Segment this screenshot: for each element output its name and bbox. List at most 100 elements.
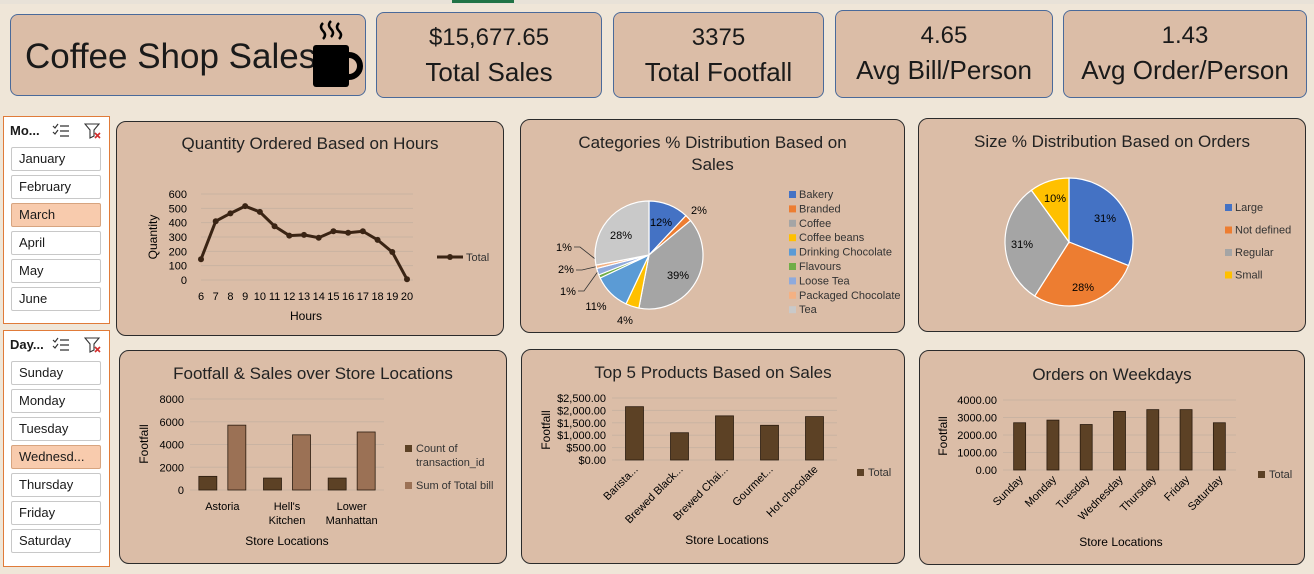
data-label: 4% <box>617 315 633 327</box>
legend-label: Tea <box>799 304 818 316</box>
legend-swatch <box>405 482 412 489</box>
slicer-item-month[interactable]: January <box>11 147 101 171</box>
slicer-item-month[interactable]: April <box>11 231 101 255</box>
y-tick-label: 300 <box>169 232 187 244</box>
y-tick-label: 2000.00 <box>957 430 997 442</box>
categories-pie-chart: 12% 2% 39% 4% 11% 1% 2% 1% 28% Bakery Branded Coffe… <box>556 189 901 327</box>
data-label: 31% <box>1094 213 1116 225</box>
slicer-item-month[interactable]: February <box>11 175 101 199</box>
kpi-avg-order: 1.43 Avg Order/Person <box>1063 10 1307 98</box>
data-label: 1% <box>560 286 576 298</box>
slicer-item-month[interactable]: May <box>11 259 101 283</box>
y-tick-label: 4000 <box>160 440 184 452</box>
y-axis-label: Quantity <box>146 215 160 260</box>
leader-line <box>578 269 600 292</box>
slicer-item-month[interactable]: June <box>11 287 101 311</box>
dashboard-title: Coffee Shop Sales <box>25 37 317 76</box>
data-point <box>212 218 219 225</box>
clear-filter-icon[interactable] <box>84 337 102 353</box>
bar <box>1146 409 1160 471</box>
y-tick-label: 500 <box>169 203 187 215</box>
products-bar-chart: $0.00$500.00$1,000.00$1,500.00$2,000.00$… <box>539 393 891 547</box>
day-slicer: Day... Sunday Monday Tuesday Wednesd... Thur… <box>3 330 110 567</box>
legend-label: Packaged Chocolate <box>799 290 901 302</box>
kpi-avg-bill: 4.65 Avg Bill/Person <box>835 10 1053 98</box>
legend-label: Flavours <box>799 261 842 273</box>
legend-swatch <box>1225 249 1232 256</box>
legend-label: Coffee beans <box>799 232 865 244</box>
y-tick-label: 8000 <box>160 394 184 406</box>
x-tick-label: 15 <box>327 291 339 303</box>
x-tick-label: Friday <box>1162 473 1192 503</box>
legend-swatch <box>405 445 412 452</box>
data-point <box>374 236 381 243</box>
y-tick-label: 0 <box>178 485 184 497</box>
chart-title: Top 5 Products Based on Sales <box>594 363 832 382</box>
bar <box>625 406 644 461</box>
legend-swatch <box>789 291 796 299</box>
y-axis-label: Footfall <box>137 424 151 463</box>
bar <box>198 475 218 491</box>
legend-label: Total <box>466 252 489 264</box>
series-line <box>199 204 409 280</box>
x-tick-label: 12 <box>283 291 295 303</box>
slicer-item-day[interactable]: Saturday <box>11 529 101 553</box>
clear-filter-icon[interactable] <box>84 123 102 139</box>
x-tick-label: 13 <box>298 291 310 303</box>
multi-select-icon[interactable] <box>52 337 70 353</box>
bar <box>1013 422 1027 471</box>
kpi-value: 4.65 <box>920 22 968 49</box>
bar <box>327 477 347 491</box>
sizes-pie-chart: 31% 28% 31% 10% Large Not defined Regular Small <box>1004 177 1291 307</box>
legend-label: Total <box>1269 469 1292 481</box>
data-point <box>389 249 396 256</box>
y-tick-label: 2000 <box>160 462 184 474</box>
coffee-cup-icon <box>313 20 363 87</box>
slicer-item-day[interactable]: Friday <box>11 501 101 525</box>
multi-select-icon[interactable] <box>52 123 70 139</box>
legend-swatch <box>789 219 796 227</box>
weekdays-bar-chart: 0.00 1000.00 2000.00 3000.00 4000.00 SundayMo… <box>936 395 1292 549</box>
x-tick-label: 20 <box>401 291 413 303</box>
bar <box>292 434 311 491</box>
x-tick-label: 6 <box>198 291 204 303</box>
x-tick-label: 11 <box>269 291 280 303</box>
x-tick-label: 7 <box>213 291 219 303</box>
legend-swatch <box>789 277 796 285</box>
data-label: 28% <box>610 230 632 242</box>
x-tick-label: 19 <box>386 291 398 303</box>
pie-slice <box>1033 241 1130 307</box>
x-tick-label: 16 <box>342 291 354 303</box>
data-label: 2% <box>691 205 707 217</box>
slicer-item-day[interactable]: Monday <box>11 389 101 413</box>
slicer-item-day[interactable]: Sunday <box>11 361 101 385</box>
legend-label: Bakery <box>799 189 834 201</box>
legend-swatch <box>789 263 796 270</box>
x-tick-label: Thursday <box>1118 473 1159 514</box>
y-tick-label: $0.00 <box>578 455 606 467</box>
slicer-item-day[interactable]: Thursday <box>11 473 101 497</box>
hours-chart-panel: Quantity Ordered Based on Hours 0 100 200 3… <box>116 121 504 336</box>
data-label: 1% <box>556 242 572 254</box>
pie-slice <box>1004 189 1070 297</box>
slicer-item-day[interactable]: Wednesd... <box>11 445 101 469</box>
chart-title: Categories % Distribution Based on Sales <box>578 133 847 174</box>
bar <box>263 477 282 491</box>
data-point <box>198 256 204 263</box>
y-tick-label: 4000.00 <box>957 395 997 407</box>
kpi-label: Avg Order/Person <box>1081 55 1289 85</box>
y-tick-label: 100 <box>169 261 187 273</box>
bar <box>356 431 376 491</box>
slicer-item-month[interactable]: March <box>11 203 101 227</box>
chart-title: Footfall & Sales over Store Locations <box>173 364 453 383</box>
y-tick-label: 0.00 <box>976 465 997 477</box>
sheet-column-strip <box>0 0 1314 4</box>
y-tick-label: 400 <box>169 218 187 230</box>
data-label: 10% <box>1044 193 1066 205</box>
slicer-item-day[interactable]: Tuesday <box>11 417 101 441</box>
y-axis-label: Footfall <box>936 416 950 455</box>
data-point <box>359 228 366 235</box>
data-label: 2% <box>558 264 574 276</box>
legend-label: Sum of Total bill <box>416 480 493 492</box>
x-axis-label: Store Locations <box>245 534 328 548</box>
